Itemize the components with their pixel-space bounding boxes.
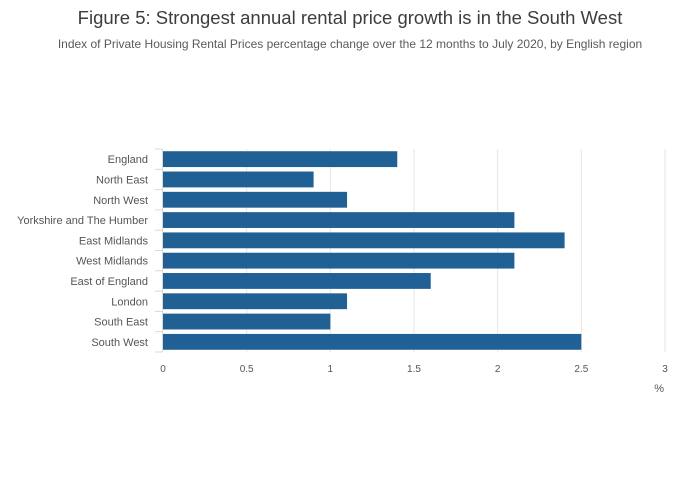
bar-north-east[interactable] (163, 171, 314, 188)
bar-west-midlands[interactable] (163, 252, 515, 269)
chart-title: Figure 5: Strongest annual rental price … (77, 7, 623, 28)
bar-east-midlands[interactable] (163, 232, 565, 249)
x-tick-label: 0 (160, 364, 166, 375)
bar-east-of-england[interactable] (163, 273, 431, 289)
bar-south-west[interactable] (163, 333, 582, 350)
category-label: London (111, 296, 148, 308)
category-label: East of England (70, 276, 148, 288)
category-label: South East (94, 317, 148, 329)
category-label: East Midlands (79, 235, 149, 247)
bars (163, 151, 582, 350)
x-tick-label: 2 (495, 364, 501, 375)
x-axis-unit-label: % (654, 383, 664, 395)
category-label: North East (96, 174, 148, 186)
bar-south-east[interactable] (163, 313, 331, 330)
category-labels: England North East North West Yorkshire and… (17, 154, 148, 349)
category-label: South West (91, 337, 148, 349)
x-tick-labels: 0 0.5 1 1.5 2 2.5 3 (160, 364, 668, 375)
category-label: Yorkshire and The Humber (17, 215, 148, 227)
category-label: West Midlands (76, 256, 148, 268)
x-tick-label: 1 (328, 364, 334, 375)
x-tick-label: 0.5 (240, 364, 254, 375)
bar-london[interactable] (163, 293, 348, 310)
bar-north-west[interactable] (163, 191, 348, 208)
chart-subtitle: Index of Private Housing Rental Prices p… (57, 37, 643, 51)
x-tick-label: 2.5 (574, 364, 588, 375)
x-tick-label: 3 (662, 364, 668, 375)
x-tick-label: 1.5 (407, 364, 421, 375)
category-label: England (108, 154, 148, 166)
bar-yorkshire-and-the-humber[interactable] (163, 212, 515, 228)
y-axis (155, 148, 163, 353)
category-label: North West (93, 195, 148, 207)
bar-england[interactable] (163, 151, 398, 168)
